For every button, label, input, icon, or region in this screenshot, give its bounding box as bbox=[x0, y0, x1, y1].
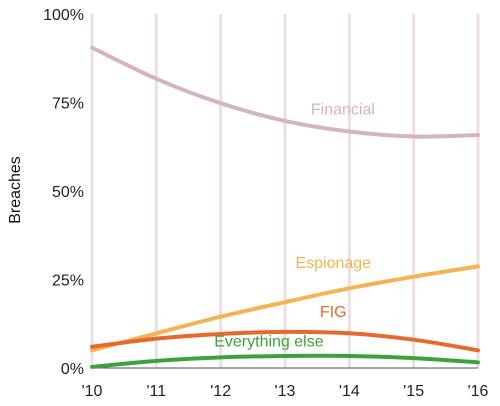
series-label-financial: Financial bbox=[311, 101, 375, 118]
x-tick-label: '13 bbox=[275, 383, 296, 400]
y-tick-label: 25% bbox=[52, 273, 84, 290]
x-tick-labels: '10 '11 '12 '13 '14 '15 '16 bbox=[82, 383, 489, 400]
series-line-financial bbox=[90, 45, 480, 139]
y-tick-label: 75% bbox=[52, 96, 84, 113]
y-tick-label: 100% bbox=[43, 7, 84, 24]
y-axis-title: Breaches bbox=[7, 156, 24, 224]
y-tick-labels: 0% 25% 50% 75% 100% bbox=[43, 7, 84, 378]
x-tick-label: '15 bbox=[403, 383, 424, 400]
x-tick-label: '10 bbox=[82, 383, 103, 400]
x-tick-label: '11 bbox=[146, 383, 166, 400]
gridlines bbox=[90, 14, 480, 368]
series-labels: Financial Espionage FIG Everything else bbox=[214, 101, 375, 350]
series-label-espionage: Espionage bbox=[295, 255, 371, 272]
x-tick-label: '12 bbox=[210, 383, 231, 400]
series-label-fig: FIG bbox=[320, 304, 347, 321]
series-layer bbox=[90, 45, 480, 369]
y-tick-label: 0% bbox=[61, 361, 84, 378]
x-tick-label: '16 bbox=[468, 383, 489, 400]
x-tick-label: '14 bbox=[339, 383, 360, 400]
series-line-espionage bbox=[90, 264, 480, 353]
series-line-everything-else bbox=[90, 353, 480, 369]
series-line-fig bbox=[90, 329, 480, 353]
series-label-everything-else: Everything else bbox=[214, 333, 323, 350]
y-tick-label: 50% bbox=[52, 184, 84, 201]
